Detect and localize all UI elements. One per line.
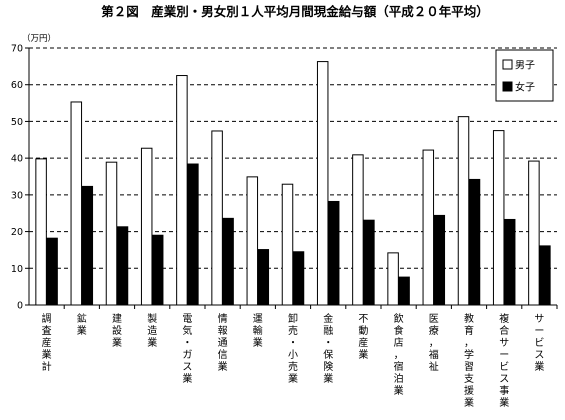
bar-male	[35, 158, 47, 306]
bar-male	[70, 101, 83, 306]
bar-male	[281, 183, 294, 306]
bar-female	[398, 276, 410, 306]
x-tick-label: 調査産業計	[42, 312, 52, 373]
x-tick-label: 不動産業	[358, 314, 368, 361]
bar-male	[352, 154, 364, 306]
y-tick-label: 10	[11, 264, 23, 275]
legend-swatch-male	[502, 59, 513, 70]
x-tick-label: 建設業	[112, 312, 122, 349]
legend-label-male: 男子	[515, 60, 535, 72]
x-tick-label: 鉱業	[77, 312, 87, 337]
bar-male	[528, 160, 540, 306]
x-tick-label: 運輸業	[253, 313, 263, 349]
bar-male	[387, 252, 399, 306]
bar-male	[176, 75, 188, 306]
bar-male	[316, 61, 329, 306]
y-tick-label: 20	[11, 227, 23, 238]
x-tick-label: 教育，学習支援業	[464, 312, 474, 409]
chart-title: 第２図 産業別・男女別１人平均月間現金給与額（平成２０年平均）	[101, 4, 489, 19]
bar-male	[246, 176, 259, 306]
legend-label-female: 女子	[515, 81, 535, 94]
legend: 男子 女子	[495, 49, 554, 102]
bar-male	[211, 130, 223, 306]
bar-female	[363, 219, 375, 306]
x-tick-label: 卸売・小売業	[288, 312, 298, 385]
bar-female	[257, 249, 270, 306]
y-tick-label: 60	[11, 80, 23, 91]
bar-male	[422, 149, 435, 306]
x-tick-label: サービス業	[534, 313, 544, 373]
bar-female	[468, 178, 481, 306]
x-tick-label: 情報通信業	[218, 312, 228, 373]
y-tick-label: 70	[11, 44, 23, 55]
y-tick-label: 0	[17, 301, 23, 312]
y-tick-label: 50	[11, 117, 23, 128]
bar-female	[433, 214, 446, 306]
bar-male	[105, 161, 118, 306]
y-tick-label: 40	[11, 154, 23, 165]
bar-female	[327, 200, 340, 306]
bar-female	[187, 163, 199, 306]
bar-female	[539, 245, 551, 306]
bar-female	[116, 226, 129, 306]
bar-female	[81, 185, 94, 306]
bar-female	[222, 217, 234, 306]
x-tick-label: 金融・保険業	[323, 312, 333, 385]
x-tick-label: 製造業	[147, 312, 157, 349]
legend-box	[495, 49, 554, 102]
x-tick-label: 飲食店，宿泊業	[394, 312, 404, 397]
y-tick-label: 30	[11, 190, 23, 201]
axis-layer	[25, 47, 558, 309]
x-tick-label: 複合サービス事業	[499, 312, 509, 409]
x-tick-label: 医療，福祉	[429, 313, 439, 373]
bar-female	[292, 251, 305, 306]
bar-female	[151, 234, 164, 306]
y-tick-labels: 0 10 20 30 40 50 60 70	[11, 44, 23, 312]
x-tick-label: 電気・ガス業	[182, 313, 192, 385]
x-tick-labels: 調査産業計 鉱業 建設業 製造業 電気・ガス業 情報通信業 運輸業 卸売・小売業 金融・保険業 不…	[42, 312, 545, 409]
y-axis-unit-label: （万円）	[22, 33, 56, 44]
bar-female	[503, 218, 516, 306]
legend-swatch-female	[502, 81, 513, 92]
bar-male	[140, 147, 153, 306]
bar-layer	[35, 61, 551, 306]
bar-male	[492, 130, 505, 306]
bar-male	[457, 116, 470, 306]
bar-female	[46, 237, 58, 306]
